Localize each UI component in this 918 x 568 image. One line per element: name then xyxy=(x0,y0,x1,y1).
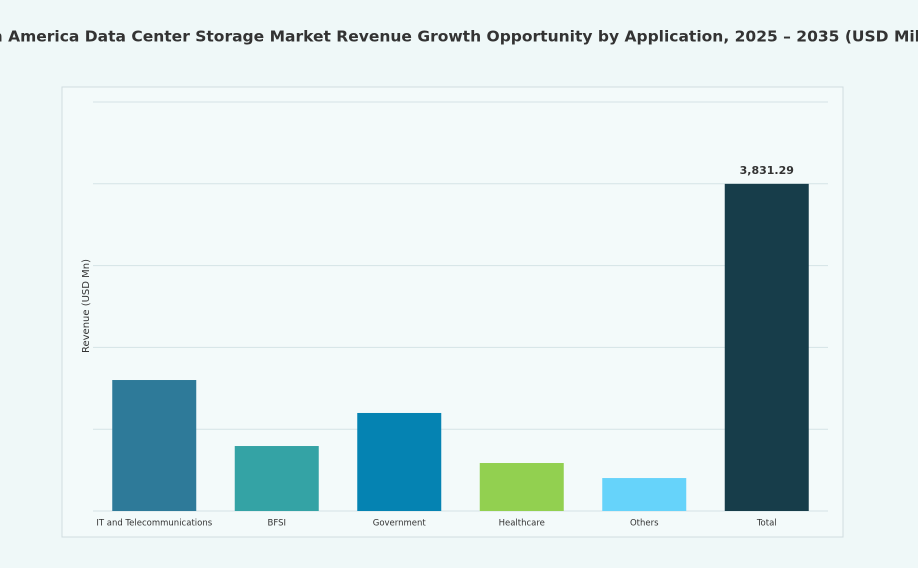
bar xyxy=(357,412,442,511)
x-tick-label: IT and Telecommunications xyxy=(96,519,212,529)
bar xyxy=(602,478,687,511)
x-tick-label: Others xyxy=(630,519,659,529)
x-tick-label: BFSI xyxy=(268,519,286,529)
bar xyxy=(479,463,564,511)
x-tick-label: Government xyxy=(373,519,427,529)
chart-title: Latin America Data Center Storage Market… xyxy=(0,28,918,46)
bar xyxy=(112,380,197,511)
x-tick-label: Healthcare xyxy=(499,519,545,529)
bar xyxy=(724,183,809,511)
y-axis-label: Revenue (USD Mn) xyxy=(81,259,92,353)
bar xyxy=(234,446,319,511)
x-tick-label: Total xyxy=(756,519,777,529)
value-label: 3,831.29 xyxy=(740,164,794,177)
